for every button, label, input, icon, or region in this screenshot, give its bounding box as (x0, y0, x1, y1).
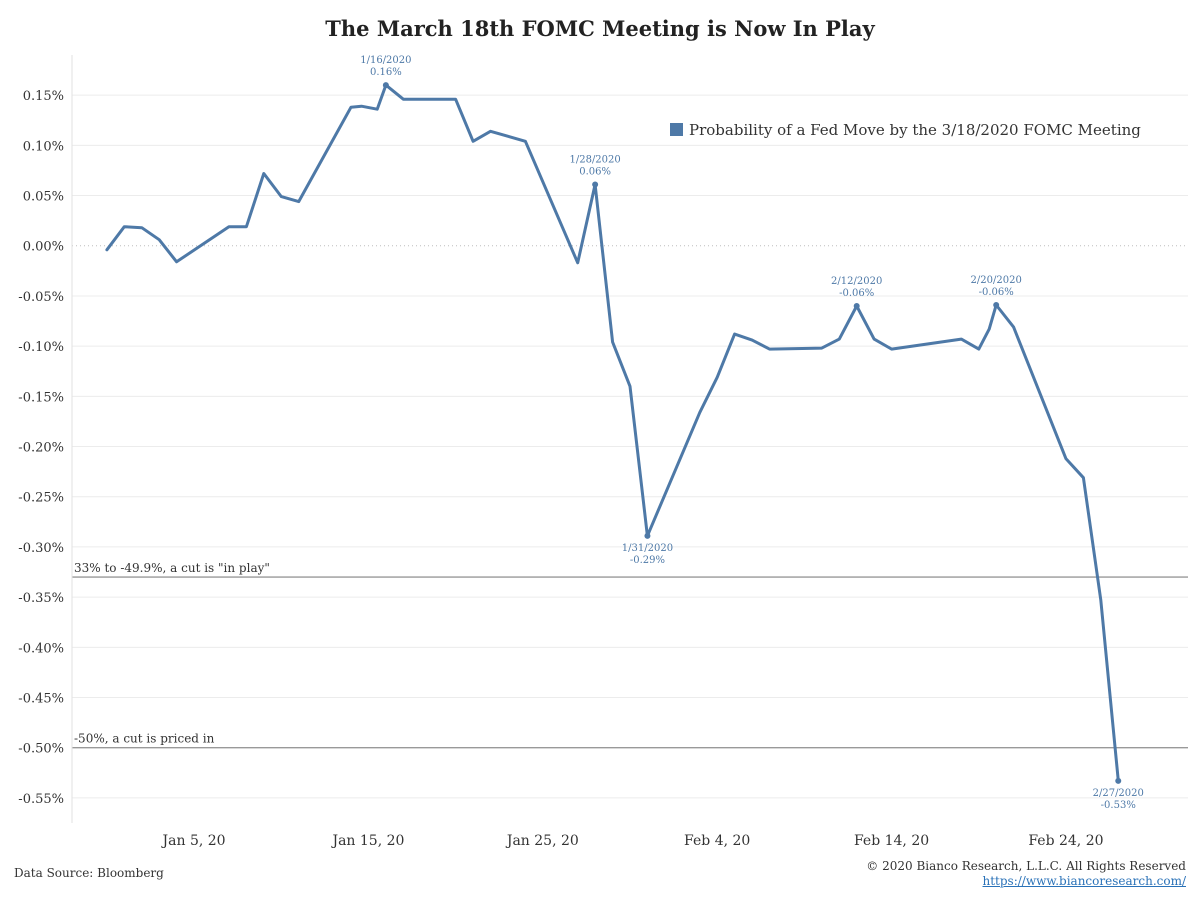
annotation-point (1115, 777, 1122, 784)
annotation-date: 2/12/2020 (831, 276, 882, 287)
legend-swatch (670, 123, 683, 136)
x-tick-label: Feb 24, 20 (1028, 833, 1103, 849)
y-tick-label: -0.05% (18, 290, 64, 305)
annotation-point (853, 302, 860, 309)
y-tick-label: -0.25% (18, 491, 64, 506)
copyright-block: © 2020 Bianco Research, L.L.C. All Right… (866, 859, 1186, 889)
annotation-date: 2/20/2020 (971, 275, 1022, 286)
x-tick-label: Jan 5, 20 (161, 833, 226, 849)
series-layer (105, 83, 1120, 783)
axes: 0.15% 0.10% 0.05% 0.00% -0.05% -0.10% -0.15% -0… (18, 55, 1104, 849)
series-line (105, 83, 1120, 783)
y-tick-label: 0.10% (23, 139, 64, 154)
y-tick-label: -0.40% (18, 641, 64, 656)
y-tick-label: -0.10% (18, 340, 64, 355)
annotation-point (592, 181, 599, 188)
y-tick-label: 0.00% (23, 240, 64, 255)
annotation-date: 1/28/2020 (569, 155, 620, 166)
data-source: Data Source: Bloomberg (14, 866, 164, 880)
annotation-value: -0.06% (839, 288, 874, 299)
annotation-date: 1/31/2020 (622, 543, 673, 554)
reference-line-label: 33% to -49.9%, a cut is "in play" (74, 561, 270, 575)
y-tick-label: 0.15% (23, 89, 64, 104)
legend-label: Probability of a Fed Move by the 3/18/20… (689, 121, 1141, 139)
annotation-date: 1/16/2020 (360, 55, 411, 66)
chart-title: The March 18th FOMC Meeting is Now In Pl… (325, 16, 875, 41)
y-tick-label: -0.45% (18, 692, 64, 707)
annotation-value: 0.16% (370, 67, 402, 78)
y-tick-label: -0.55% (18, 792, 64, 807)
copyright-text: © 2020 Bianco Research, L.L.C. All Right… (866, 859, 1186, 873)
annotation-value: -0.29% (630, 555, 665, 566)
y-tick-label: -0.20% (18, 441, 64, 456)
y-tick-label: -0.35% (18, 591, 64, 606)
annotations: 1/16/20200.16%1/28/20200.06%1/31/2020-0.… (360, 55, 1144, 811)
annotation-point (382, 82, 389, 89)
annotation-date: 2/27/2020 (1093, 788, 1144, 799)
website-link[interactable]: https://www.biancoresearch.com/ (982, 874, 1186, 888)
x-tick-label: Feb 4, 20 (684, 833, 750, 849)
y-tick-label: -0.50% (18, 742, 64, 757)
reference-lines: 33% to -49.9%, a cut is "in play" -50%, a… (72, 561, 1188, 749)
reference-line-label: -50%, a cut is priced in (74, 732, 215, 746)
x-tick-label: Feb 14, 20 (854, 833, 929, 849)
grid-layer (72, 94, 1188, 799)
y-tick-label: 0.05% (23, 190, 64, 205)
annotation-value: -0.06% (979, 287, 1014, 298)
x-tick-label: Jan 15, 20 (330, 833, 404, 849)
legend: Probability of a Fed Move by the 3/18/20… (670, 121, 1141, 139)
annotation-value: -0.53% (1101, 800, 1136, 811)
annotation-point (644, 532, 651, 539)
x-tick-label: Jan 25, 20 (505, 833, 579, 849)
y-tick-label: -0.30% (18, 541, 64, 556)
annotation-point (993, 301, 1000, 308)
annotation-value: 0.06% (579, 167, 611, 178)
y-tick-label: -0.15% (18, 390, 64, 405)
